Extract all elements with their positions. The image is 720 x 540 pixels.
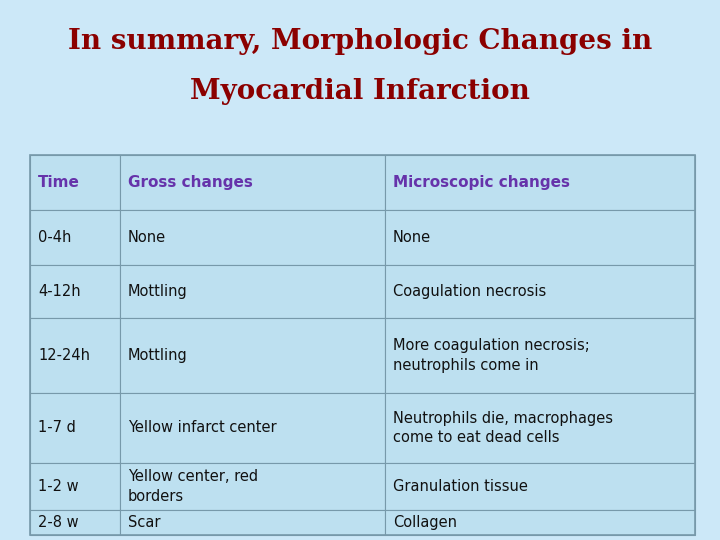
Text: Time: Time (38, 175, 80, 190)
Text: Yellow center, red
borders: Yellow center, red borders (128, 469, 258, 504)
Text: More coagulation necrosis;
neutrophils come in: More coagulation necrosis; neutrophils c… (393, 338, 590, 373)
Text: Neutrophils die, macrophages
come to eat dead cells: Neutrophils die, macrophages come to eat… (393, 410, 613, 445)
Text: 2-8 w: 2-8 w (38, 515, 78, 530)
Text: Myocardial Infarction: Myocardial Infarction (190, 78, 530, 105)
Text: None: None (393, 230, 431, 245)
Text: None: None (128, 230, 166, 245)
Text: 1-7 d: 1-7 d (38, 421, 76, 435)
Text: Mottling: Mottling (128, 348, 188, 363)
Text: Scar: Scar (128, 515, 161, 530)
Text: Gross changes: Gross changes (128, 175, 253, 190)
Text: 4-12h: 4-12h (38, 284, 81, 299)
Text: In summary, Morphologic Changes in: In summary, Morphologic Changes in (68, 28, 652, 55)
Text: Yellow infarct center: Yellow infarct center (128, 421, 276, 435)
Text: Coagulation necrosis: Coagulation necrosis (393, 284, 546, 299)
Text: Collagen: Collagen (393, 515, 457, 530)
Text: Granulation tissue: Granulation tissue (393, 479, 528, 494)
Text: 12-24h: 12-24h (38, 348, 90, 363)
Text: 0-4h: 0-4h (38, 230, 71, 245)
Text: 1-2 w: 1-2 w (38, 479, 78, 494)
Text: Mottling: Mottling (128, 284, 188, 299)
Text: Microscopic changes: Microscopic changes (393, 175, 570, 190)
